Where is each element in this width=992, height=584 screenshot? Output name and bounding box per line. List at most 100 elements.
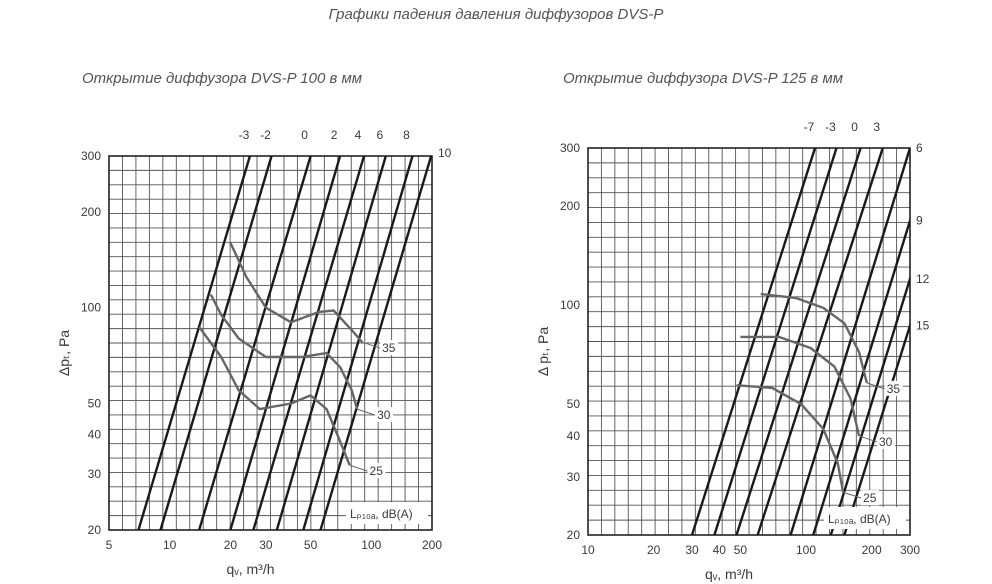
chart-2-noise-curve bbox=[736, 384, 845, 493]
chart-1-opening-label: -3 bbox=[239, 128, 250, 142]
chart-1-x-tick-label: 20 bbox=[224, 538, 238, 552]
chart-1-x-tick-label: 10 bbox=[163, 538, 177, 552]
chart-2-noise-label: 35 bbox=[887, 382, 901, 396]
chart-2-opening-line bbox=[756, 148, 884, 535]
chart-2-opening-label: 9 bbox=[916, 214, 923, 228]
chart-1-x-tick-label: 200 bbox=[422, 538, 442, 552]
chart-2-x-axis-label: qᵥ, m³/h bbox=[705, 566, 753, 582]
chart-2-opening-label: 6 bbox=[916, 141, 923, 155]
chart-2-x-tick-label: 20 bbox=[647, 543, 661, 557]
chart-1-noise-curve bbox=[198, 326, 351, 466]
chart-2-y-tick-label: 30 bbox=[567, 470, 581, 484]
chart-1-x-tick-label: 30 bbox=[259, 538, 273, 552]
chart-1-y-tick-label: 200 bbox=[81, 205, 101, 219]
chart-2-plot-frame bbox=[587, 147, 911, 536]
chart-2-y-tick-label: 50 bbox=[567, 397, 581, 411]
chart-1-noise-label-leader bbox=[361, 341, 381, 349]
chart-1-y-tick-label: 30 bbox=[88, 467, 102, 481]
chart-2-opening-line bbox=[713, 148, 838, 535]
chart-2-opening-line bbox=[843, 321, 910, 535]
chart-1-opening-line bbox=[319, 156, 432, 530]
chart-2-opening-line bbox=[829, 274, 910, 535]
chart-2-opening-label: 15 bbox=[916, 319, 930, 333]
chart-1-noise-curve bbox=[209, 294, 359, 410]
chart-1-opening-line bbox=[302, 156, 414, 530]
chart-1-opening-label: 8 bbox=[403, 128, 410, 142]
chart-2-opening-line bbox=[812, 216, 910, 535]
chart-1-opening-label: 4 bbox=[355, 128, 362, 142]
chart-2-noise-unit-label: Lₚ₁₀ₐ, dB(A) bbox=[828, 512, 891, 526]
chart-1-y-tick-label: 100 bbox=[81, 301, 101, 315]
chart-2-noise-label-leader bbox=[842, 491, 862, 499]
chart-1-noise-curve bbox=[229, 242, 364, 343]
chart-1-noise-label: 35 bbox=[382, 341, 396, 355]
chart-1-y-tick-label: 20 bbox=[88, 523, 102, 537]
chart-1-y-tick-label: 50 bbox=[88, 396, 102, 410]
chart-2-x-tick-label: 30 bbox=[685, 543, 699, 557]
chart-2-x-tick-label: 40 bbox=[713, 543, 727, 557]
chart-1-opening-line bbox=[252, 156, 366, 530]
chart-2-opening-label: 12 bbox=[916, 272, 930, 286]
chart-2-noise-unit-bg bbox=[824, 507, 906, 529]
chart-1-series-group bbox=[137, 156, 432, 530]
chart-1-opening-label: 0 bbox=[301, 128, 308, 142]
chart-1-opening-line bbox=[137, 156, 252, 530]
chart-1-opening-label: 2 bbox=[331, 128, 338, 142]
chart-2-series-group bbox=[690, 148, 910, 535]
chart-1-y-tick-label: 300 bbox=[81, 149, 101, 163]
chart-1-opening-line bbox=[229, 156, 342, 530]
page-title: Графики падения давления диффузоров DVS-… bbox=[328, 6, 664, 23]
chart-2-x-tick-label: 300 bbox=[900, 543, 920, 557]
chart-2-y-tick-label: 40 bbox=[567, 429, 581, 443]
chart-2-y-tick-label: 20 bbox=[567, 528, 581, 542]
chart-2-y-tick-label: 200 bbox=[560, 199, 580, 213]
chart-2-y-tick-label: 100 bbox=[560, 298, 580, 312]
chart-1-noise-unit-bg bbox=[346, 502, 428, 524]
chart-1-noise-unit-label: Lₚ₁₀ₐ, dB(A) bbox=[350, 507, 413, 521]
chart-1-noise-label: 25 bbox=[370, 464, 384, 478]
chart-2-y-tick-label: 300 bbox=[560, 141, 580, 155]
chart-2-noise-curve bbox=[760, 292, 868, 384]
chart-2-opening-line bbox=[789, 148, 910, 535]
chart-2-noise-label-bg bbox=[861, 490, 880, 506]
chart-2-y-axis-label: Δ pₜ, Pa bbox=[535, 327, 551, 377]
chart-1-x-tick-label: 5 bbox=[106, 538, 113, 552]
chart-1-noise-label-bg bbox=[380, 340, 399, 356]
chart-2-noise-label-leader bbox=[866, 382, 885, 390]
chart-2-subtitle: Открытие диффузора DVS-P 125 в мм bbox=[563, 70, 844, 87]
chart-2-opening-label: 0 bbox=[851, 120, 858, 134]
chart-2-x-tick-label: 100 bbox=[796, 543, 816, 557]
chart-2-opening-line bbox=[690, 148, 817, 535]
chart-1-noise-label-bg bbox=[367, 463, 386, 479]
chart-1-opening-label: -2 bbox=[260, 128, 271, 142]
chart-2-noise-label-bg bbox=[884, 380, 903, 396]
chart-1-noise-label-leader bbox=[349, 464, 368, 472]
chart-2-x-tick-label: 50 bbox=[734, 543, 748, 557]
chart-1-x-axis-label: qᵥ, m³/h bbox=[226, 561, 274, 577]
chart-1-y-tick-label: 40 bbox=[88, 427, 102, 441]
chart-2-x-tick-label: 10 bbox=[581, 543, 595, 557]
chart-2-opening-label: -7 bbox=[804, 120, 815, 134]
chart-1-opening-line bbox=[159, 156, 273, 530]
chart-2-opening-label: -3 bbox=[825, 120, 836, 134]
chart-2-opening-label: 3 bbox=[873, 120, 880, 134]
chart-2-noise-label-bg bbox=[876, 433, 895, 449]
chart-1-x-tick-label: 50 bbox=[304, 538, 318, 552]
chart-1-opening-line bbox=[275, 156, 387, 530]
chart-1-opening-label: 6 bbox=[376, 128, 383, 142]
chart-2-opening-line bbox=[735, 148, 862, 535]
chart-1-subtitle: Открытие диффузора DVS-P 100 в мм bbox=[82, 70, 363, 87]
chart-1-y-axis-label: Δpₜ, Pa bbox=[56, 330, 72, 376]
chart-1-x-tick-label: 100 bbox=[361, 538, 381, 552]
chart-1-noise-label: 30 bbox=[377, 408, 391, 422]
chart-1-opening-label: 10 bbox=[438, 146, 452, 160]
chart-1-noise-label-leader bbox=[356, 408, 376, 416]
chart-1-noise-label-bg bbox=[375, 407, 394, 423]
chart-2-noise-label-leader bbox=[858, 435, 878, 443]
chart-2-x-tick-label: 200 bbox=[862, 543, 882, 557]
chart-1-opening-line bbox=[198, 156, 312, 530]
chart-2-noise-curve bbox=[740, 335, 861, 437]
chart-2-noise-label: 30 bbox=[879, 435, 893, 449]
